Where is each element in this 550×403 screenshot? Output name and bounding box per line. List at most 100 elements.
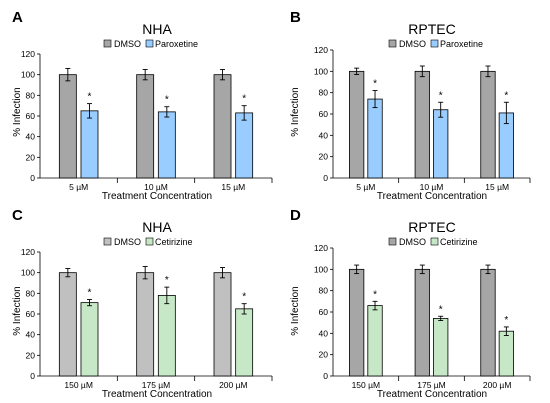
bar-treatment <box>498 330 514 377</box>
x-tick-label: 175 µM <box>417 380 446 390</box>
significance-marker: * <box>439 304 443 315</box>
bar-control <box>480 268 496 377</box>
bar-control <box>414 268 430 377</box>
bar-control <box>480 70 496 179</box>
significance-marker: * <box>439 90 443 101</box>
legend-swatch-treatment <box>145 39 154 48</box>
bar-control <box>213 272 232 377</box>
bar-treatment <box>367 305 383 377</box>
y-tick-label: 120 <box>21 49 35 59</box>
legend-label-control: DMSO <box>114 237 141 247</box>
panel-letter: C <box>12 207 23 224</box>
panel-letter: B <box>290 9 301 26</box>
y-tick-label: 100 <box>314 264 328 274</box>
significance-marker: * <box>88 288 92 299</box>
y-tick-label: 80 <box>319 286 329 296</box>
x-tick-label: 15 µM <box>221 182 245 192</box>
legend-label-treatment: Paroxetine <box>440 39 483 49</box>
y-tick-label: 60 <box>319 307 329 317</box>
bar-treatment <box>80 110 99 179</box>
bar-treatment <box>80 302 99 377</box>
panel-letter: D <box>290 207 301 224</box>
bar-treatment <box>235 112 254 179</box>
bar-control <box>414 70 430 179</box>
significance-marker: * <box>242 292 246 303</box>
bar-control <box>136 272 155 377</box>
bar-treatment <box>433 317 449 377</box>
y-tick-label: 80 <box>319 88 329 98</box>
y-tick-label: 0 <box>30 371 35 381</box>
y-axis-label: % Infection <box>12 286 23 335</box>
significance-marker: * <box>373 289 377 300</box>
y-tick-label: 40 <box>319 328 329 338</box>
panel-d: D RPTEC % Infection Treatment Concentrat… <box>290 207 487 400</box>
y-tick-label: 0 <box>323 371 328 381</box>
panel-title: NHA <box>142 219 172 235</box>
y-tick-label: 20 <box>319 152 329 162</box>
bar-treatment <box>157 111 176 179</box>
significance-marker: * <box>242 94 246 105</box>
panel-title: RPTEC <box>408 219 455 235</box>
legend-label-treatment: Paroxetine <box>155 39 198 49</box>
x-tick-label: 200 µM <box>483 380 512 390</box>
x-axis-label: Treatment Concentration <box>377 389 487 400</box>
bar-control <box>213 74 232 179</box>
bar-treatment <box>157 294 176 377</box>
bar-treatment <box>235 308 254 377</box>
bar-control <box>349 70 365 179</box>
x-axis-label: Treatment Concentration <box>102 191 212 202</box>
y-tick-label: 80 <box>26 90 36 100</box>
x-tick-label: 200 µM <box>219 380 248 390</box>
y-tick-label: 100 <box>21 268 35 278</box>
legend-swatch-treatment <box>430 237 439 246</box>
legend-label-control: DMSO <box>114 39 141 49</box>
y-axis-label: % Infection <box>290 87 301 136</box>
bar-treatment <box>433 109 449 179</box>
x-tick-label: 175 µM <box>142 380 171 390</box>
y-tick-label: 0 <box>323 173 328 183</box>
y-tick-label: 40 <box>26 132 36 142</box>
bar-treatment <box>367 98 383 179</box>
legend-swatch-control <box>103 39 112 48</box>
x-tick-label: 15 µM <box>485 182 509 192</box>
panel-letter: A <box>12 9 23 26</box>
x-axis-label: Treatment Concentration <box>377 191 487 202</box>
x-tick-label: 10 µM <box>420 182 444 192</box>
bar-control <box>58 74 77 179</box>
significance-marker: * <box>165 95 169 106</box>
y-tick-label: 40 <box>319 130 329 140</box>
panel-a: A NHA % Infection Treatment Concentratio… <box>12 9 212 202</box>
legend-swatch-treatment <box>430 39 439 48</box>
legend-swatch-treatment <box>145 237 154 246</box>
y-tick-label: 60 <box>26 309 36 319</box>
panel-b: B RPTEC % Infection Treatment Concentrat… <box>290 9 487 202</box>
significance-marker: * <box>373 79 377 90</box>
x-tick-label: 150 µM <box>64 380 93 390</box>
y-tick-label: 0 <box>30 173 35 183</box>
legend-label-treatment: Cetirizine <box>155 237 193 247</box>
legend-label-control: DMSO <box>399 39 426 49</box>
x-tick-label: 5 µM <box>356 182 375 192</box>
y-axis-label: % Infection <box>12 87 23 136</box>
bar-control <box>349 268 365 377</box>
legend-swatch-control <box>388 237 397 246</box>
y-tick-label: 20 <box>319 350 329 360</box>
y-tick-label: 100 <box>314 66 328 76</box>
significance-marker: * <box>88 92 92 103</box>
x-tick-label: 10 µM <box>144 182 168 192</box>
y-tick-label: 40 <box>26 330 36 340</box>
panel-c: C NHA % Infection Treatment Concentratio… <box>12 207 212 400</box>
significance-marker: * <box>504 90 508 101</box>
bar-control <box>136 74 155 179</box>
y-axis-label: % Infection <box>290 286 301 335</box>
y-tick-label: 120 <box>21 247 35 257</box>
y-tick-label: 60 <box>26 111 36 121</box>
legend-label-treatment: Cetirizine <box>440 237 478 247</box>
y-tick-label: 100 <box>21 70 35 80</box>
panel-title: NHA <box>142 21 172 37</box>
legend-label-control: DMSO <box>399 237 426 247</box>
y-tick-label: 20 <box>26 152 36 162</box>
significance-marker: * <box>504 315 508 326</box>
